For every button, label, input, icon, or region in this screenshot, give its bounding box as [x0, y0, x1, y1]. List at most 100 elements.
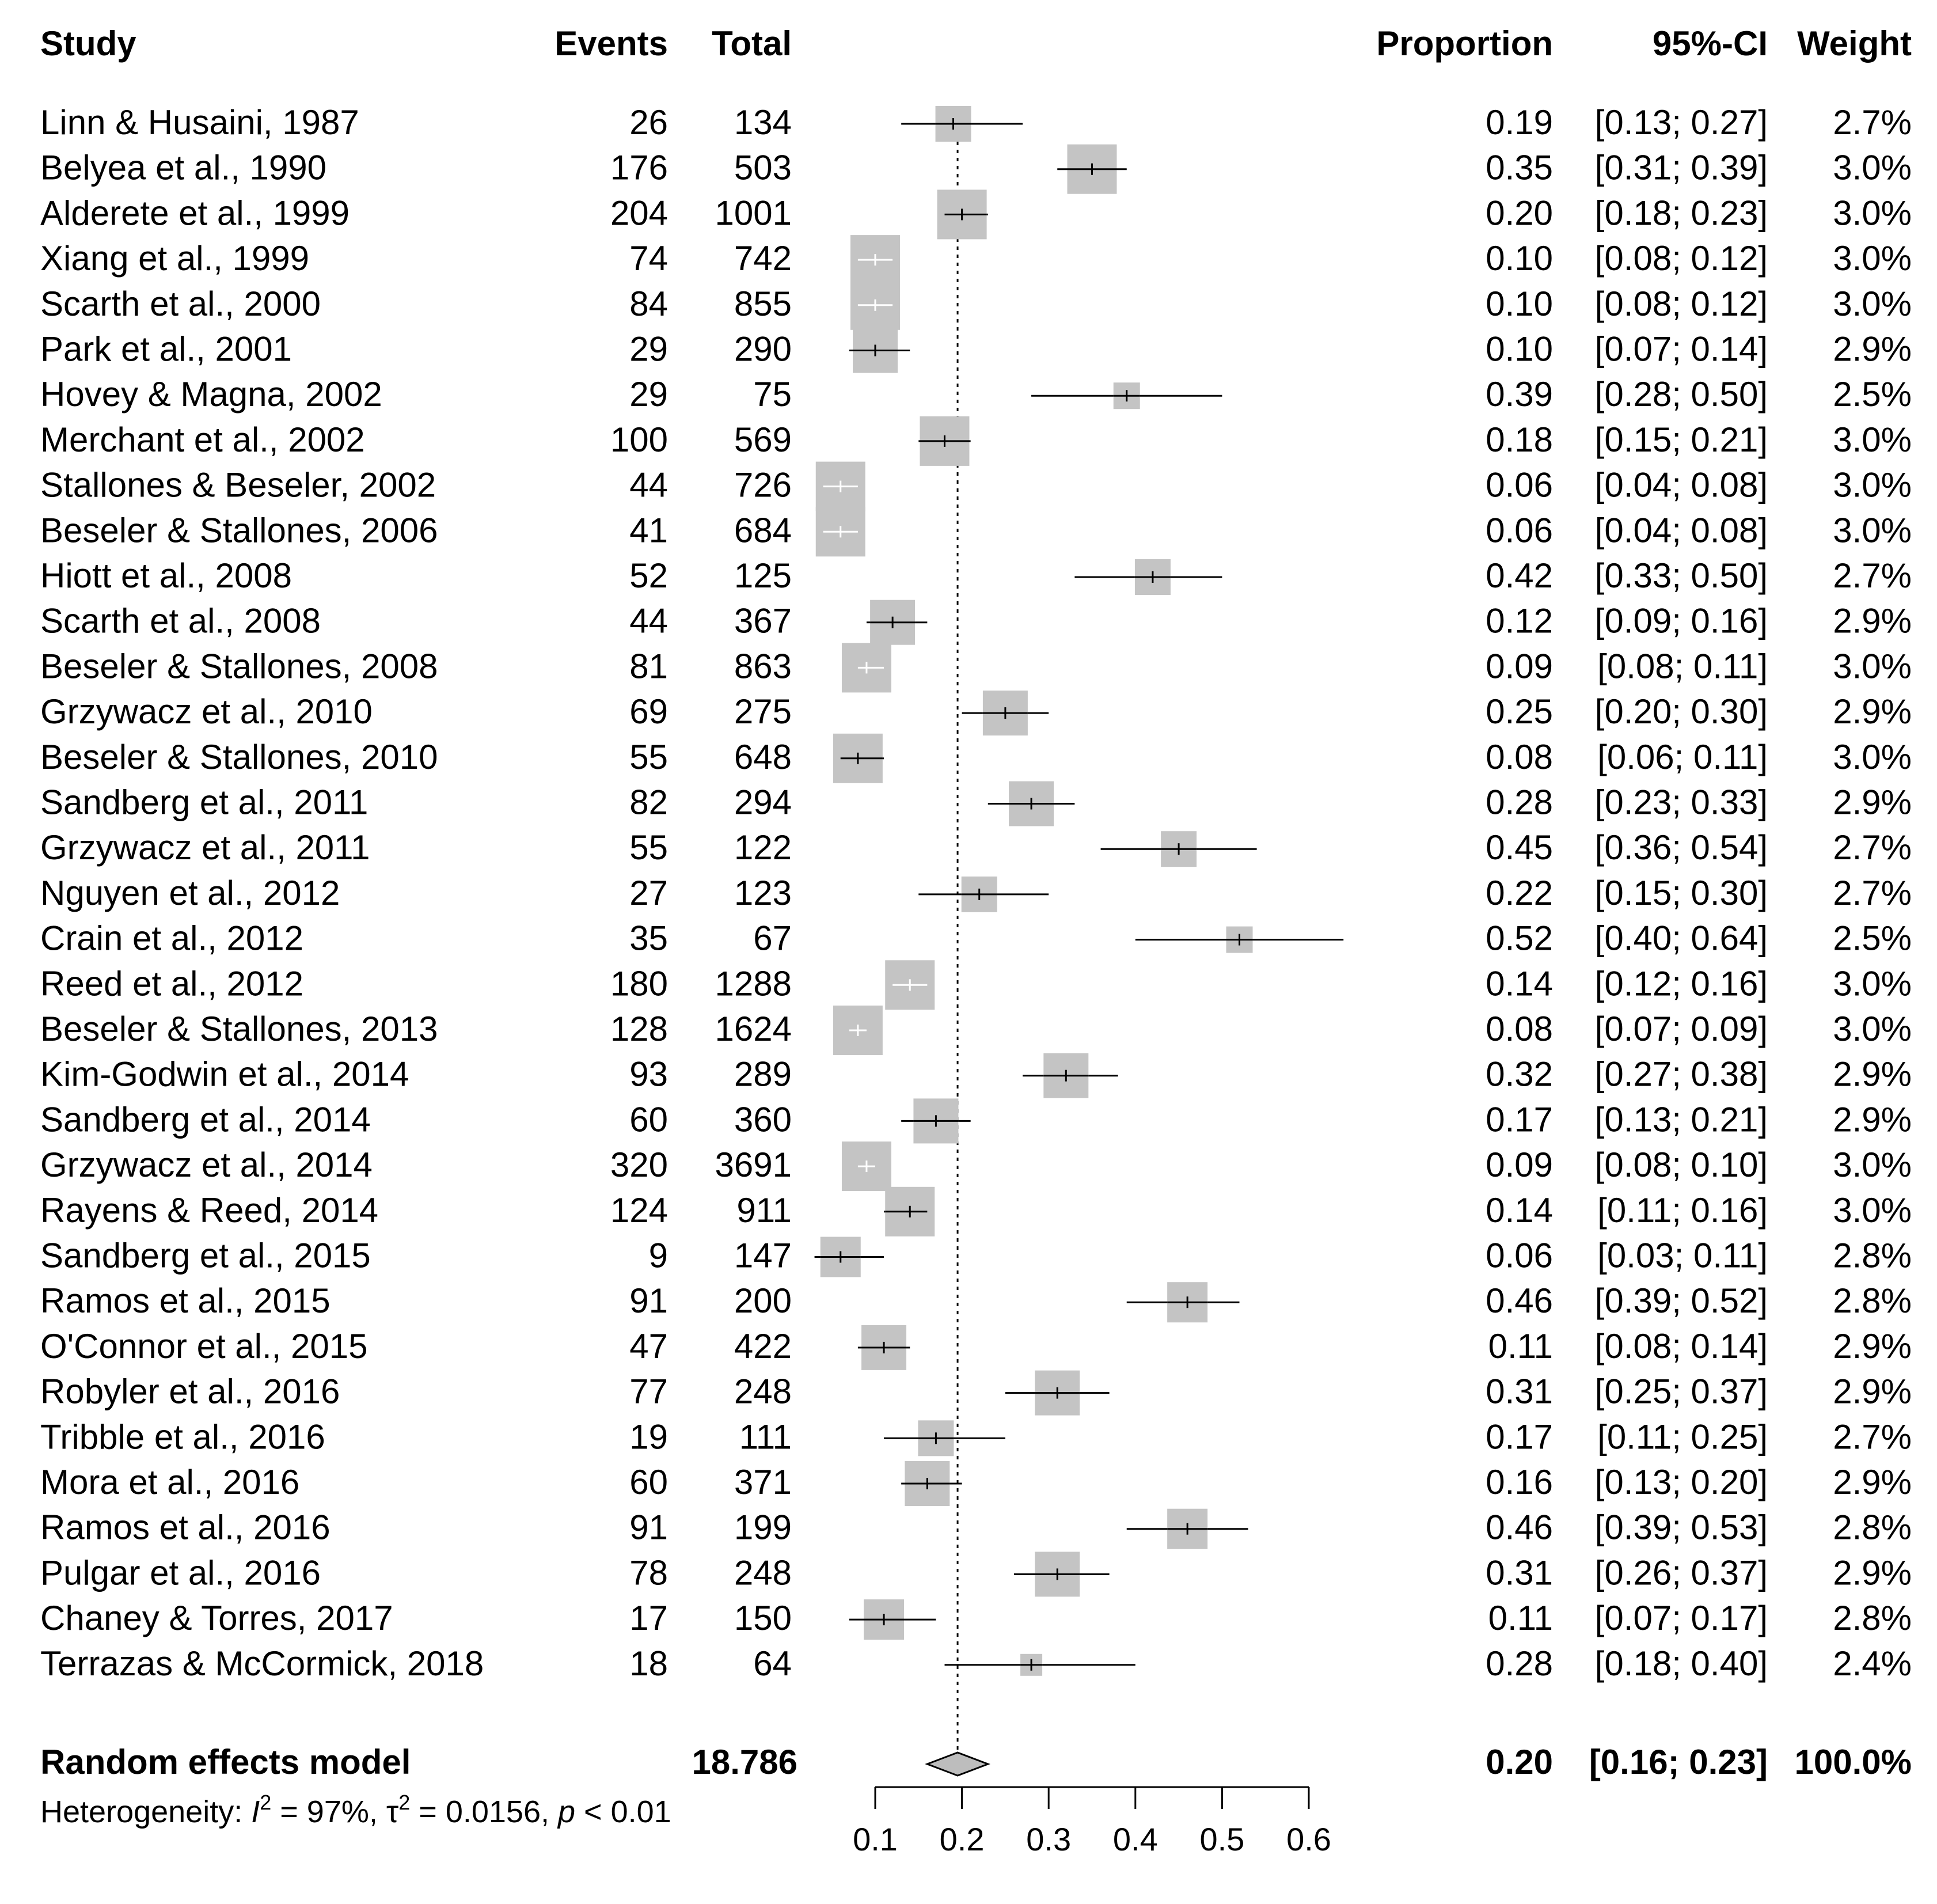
study-events: 204 [610, 194, 668, 232]
study-events: 55 [629, 738, 668, 776]
study-ci: [0.20; 0.30] [1595, 692, 1768, 731]
study-total: 75 [753, 375, 792, 414]
study-total: 855 [734, 285, 792, 323]
study-total: 123 [734, 874, 792, 912]
study-events: 180 [610, 964, 668, 1003]
study-proportion: 0.06 [1486, 511, 1553, 549]
study-events: 320 [610, 1146, 668, 1184]
study-ci: [0.04; 0.08] [1595, 511, 1768, 549]
study-weight: 3.0% [1833, 194, 1912, 232]
study-weight: 3.0% [1833, 964, 1912, 1003]
study-weight: 2.5% [1833, 375, 1912, 414]
study-proportion: 0.14 [1486, 1191, 1553, 1230]
study-events: 84 [629, 285, 668, 323]
study-total: 122 [734, 828, 792, 867]
study-ci: [0.08; 0.11] [1597, 647, 1768, 685]
study-weight: 2.7% [1833, 874, 1912, 912]
study-rows: Linn & Husaini, 1987 26 134 0.19 [0.13; 0.27… [40, 103, 1912, 1683]
study-proportion: 0.28 [1486, 783, 1553, 822]
study-proportion: 0.20 [1486, 194, 1553, 232]
study-ci: [0.06; 0.11] [1597, 738, 1768, 776]
study-weight: 3.0% [1833, 149, 1912, 187]
study-events: 93 [629, 1055, 668, 1094]
study-weight: 2.8% [1833, 1281, 1912, 1320]
study-ci: [0.27; 0.38] [1595, 1055, 1768, 1094]
study-total: 360 [734, 1100, 792, 1139]
study-name: Beseler & Stallones, 2013 [40, 1010, 438, 1048]
study-ci: [0.08; 0.12] [1595, 239, 1768, 278]
study-weight: 2.9% [1833, 602, 1912, 640]
study-total: 150 [734, 1599, 792, 1637]
study-events: 77 [629, 1372, 668, 1411]
x-axis-tick-label: 0.3 [1026, 1821, 1071, 1857]
study-proportion: 0.22 [1486, 874, 1553, 912]
header-weight: Weight [1797, 24, 1912, 63]
study-name: Hiott et al., 2008 [40, 556, 292, 595]
study-name: Crain et al., 2012 [40, 919, 303, 958]
study-ci: [0.40; 0.64] [1595, 919, 1768, 958]
study-total: 289 [734, 1055, 792, 1094]
study-ci: [0.31; 0.39] [1595, 149, 1768, 187]
study-weight: 3.0% [1833, 285, 1912, 323]
study-ci: [0.13; 0.27] [1595, 103, 1768, 142]
study-total: 1624 [715, 1010, 792, 1048]
study-ci: [0.11; 0.25] [1597, 1417, 1768, 1456]
study-total: 371 [734, 1463, 792, 1501]
study-events: 81 [629, 647, 668, 685]
header-study: Study [40, 24, 136, 63]
study-total: 648 [734, 738, 792, 776]
x-axis-tick-label: 0.1 [853, 1821, 898, 1857]
study-total: 125 [734, 556, 792, 595]
study-total: 67 [753, 919, 792, 958]
study-proportion: 0.25 [1486, 692, 1553, 731]
study-weight: 2.5% [1833, 919, 1912, 958]
study-weight: 2.9% [1833, 1327, 1912, 1366]
study-ci: [0.09; 0.16] [1595, 602, 1768, 640]
study-proportion: 0.18 [1486, 420, 1553, 459]
study-weight: 2.8% [1833, 1508, 1912, 1547]
study-proportion: 0.46 [1486, 1281, 1553, 1320]
study-name: Scarth et al., 2008 [40, 602, 321, 640]
x-axis-tick-label: 0.6 [1286, 1821, 1331, 1857]
study-weight: 3.0% [1833, 466, 1912, 505]
header-ci: 95%-CI [1653, 24, 1768, 63]
study-weight: 2.9% [1833, 1100, 1912, 1139]
study-events: 128 [610, 1010, 668, 1048]
study-proportion: 0.10 [1486, 285, 1553, 323]
study-events: 60 [629, 1463, 668, 1501]
study-weight: 2.9% [1833, 783, 1912, 822]
summary-diamond [925, 1751, 991, 1777]
study-name: Chaney & Torres, 2017 [40, 1599, 393, 1637]
study-events: 35 [629, 919, 668, 958]
study-weight: 2.8% [1833, 1599, 1912, 1637]
study-proportion: 0.08 [1486, 738, 1553, 776]
study-name: Kim-Godwin et al., 2014 [40, 1055, 409, 1094]
study-weight: 2.7% [1833, 556, 1912, 595]
study-name: O'Connor et al., 2015 [40, 1327, 367, 1366]
study-events: 29 [629, 375, 668, 414]
study-ci: [0.07; 0.09] [1595, 1010, 1768, 1048]
study-name: Robyler et al., 2016 [40, 1372, 340, 1411]
study-proportion: 0.17 [1486, 1100, 1553, 1139]
study-weight: 2.9% [1833, 692, 1912, 731]
study-total: 684 [734, 511, 792, 549]
study-name: Linn & Husaini, 1987 [40, 103, 359, 142]
study-events: 55 [629, 828, 668, 867]
study-proportion: 0.09 [1486, 1146, 1553, 1184]
study-total: 294 [734, 783, 792, 822]
study-ci: [0.26; 0.37] [1595, 1553, 1768, 1592]
study-name: Stallones & Beseler, 2002 [40, 466, 436, 505]
study-events: 18 [629, 1644, 668, 1683]
study-weight: 3.0% [1833, 1191, 1912, 1230]
study-proportion: 0.32 [1486, 1055, 1553, 1094]
study-ci: [0.13; 0.21] [1595, 1100, 1768, 1139]
study-events: 52 [629, 556, 668, 595]
study-weight: 2.9% [1833, 1553, 1912, 1592]
study-ci: [0.07; 0.14] [1595, 330, 1768, 369]
study-events: 41 [629, 511, 668, 549]
study-ci: [0.12; 0.16] [1595, 964, 1768, 1003]
study-total: 569 [734, 420, 792, 459]
study-name: Sandberg et al., 2011 [40, 783, 368, 822]
study-name: Beseler & Stallones, 2010 [40, 738, 438, 776]
